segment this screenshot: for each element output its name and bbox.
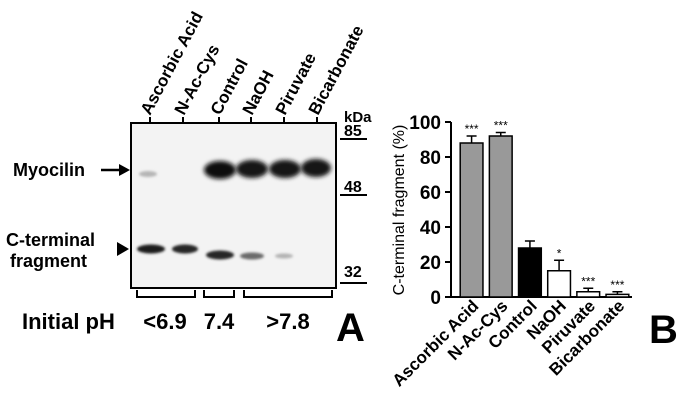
lane-label-bicarbonate: Bicarbonate [305,22,368,118]
significance-marker: *** [494,119,508,133]
bar-piruvate [576,291,601,298]
band-cterm-lane3 [206,250,234,260]
myocilin-label: Myocilin [13,160,85,180]
cterm-label-line2: fragment [10,251,87,271]
y-tick-label: 20 [420,253,441,274]
bar-n-ac-cys [488,135,513,298]
band-cterm-lane1 [137,244,165,254]
cterm-bands [137,244,293,260]
mw-marker-85: 85 [344,123,362,140]
y-tick-label: 80 [420,148,441,169]
kda-label: kDa [344,109,372,126]
cterm-label-line1: C-terminal [6,230,95,250]
mw-marker-lines [340,138,367,284]
band-myocilin-lane5 [269,160,301,178]
myocilin-bands [139,159,331,179]
band-myocilin-lane6 [301,159,331,177]
y-axis-label: C-terminal fragment (%) [391,125,408,296]
blot-membrane [130,122,337,289]
band-myocilin-lane4 [236,160,268,178]
mw-marker-32: 32 [344,264,362,281]
y-tick-label: 100 [409,113,441,134]
ph-axis-label: Initial pH [22,309,115,334]
band-myocilin-lane3 [204,161,236,179]
myocilin-arrow [101,164,130,176]
panel-letter-b: B [649,308,678,352]
band-cterm-lane4 [240,252,264,260]
x-tick-labels: Ascorbic AcidN-Ac-CysControlNaOHPiruvate… [389,296,629,390]
band-cterm-lane2 [172,244,198,254]
y-tick-label: 0 [430,288,441,309]
panel-letter-a: A [336,306,365,350]
significance-marker: *** [465,122,479,136]
ph-group-acidic: <6.9 [143,309,186,334]
ph-brackets [136,290,333,298]
band-myocilin-lane1 [139,171,157,177]
significance-marker: *** [581,274,595,288]
significance-marker: * [557,246,562,260]
significance-marker: *** [610,278,624,292]
bar-ascorbic-acid [459,142,484,298]
y-ticks: 0 20 40 60 80 100 [409,113,451,309]
bar-control [517,247,543,298]
significance-markers: *** ******* *** [465,119,625,292]
bar-bicarbonate [605,293,630,298]
y-tick-label: 40 [420,218,441,239]
y-tick-label: 60 [420,183,441,204]
mw-marker-48: 48 [344,179,362,196]
ph-group-basic: >7.8 [266,309,309,334]
bars [459,135,630,298]
ph-group-control: 7.4 [204,309,235,334]
bar-naoh [546,270,572,298]
error-bars [466,131,623,295]
cterm-arrowhead [117,242,129,256]
blot-panel: Ascorbic Acid N-Ac-Cys Control NaOH Piru… [6,9,372,350]
band-cterm-lane5 [275,253,293,259]
